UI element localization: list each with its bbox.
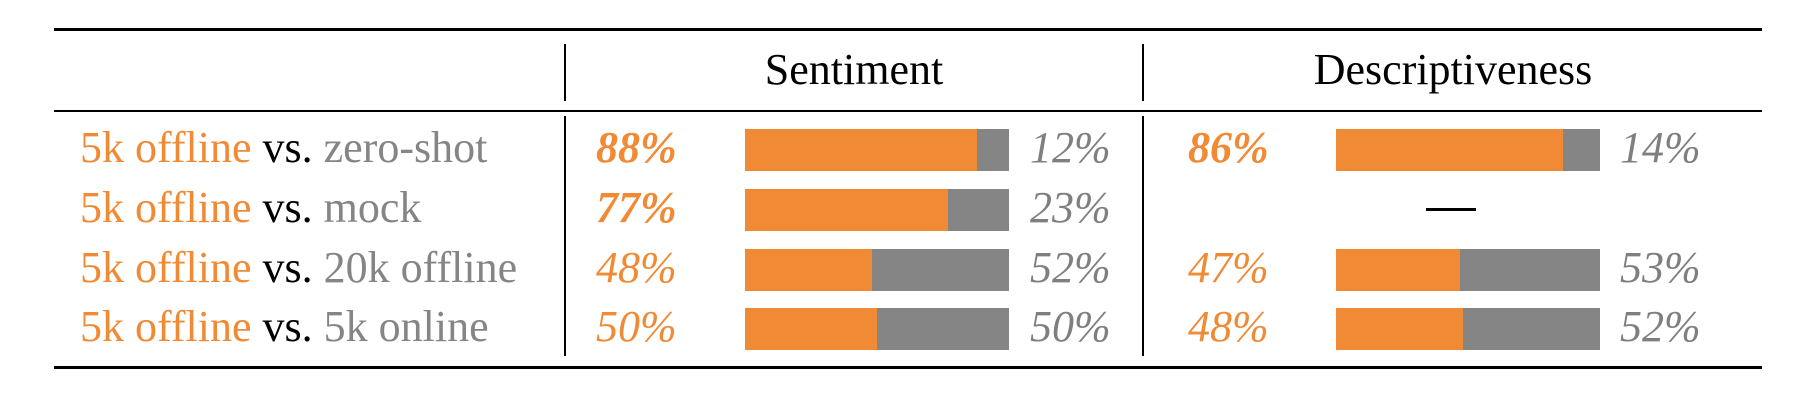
bottom-rule — [54, 366, 1762, 369]
sentiment-bar — [745, 189, 1009, 231]
descriptiveness-bar — [1336, 249, 1600, 291]
row-label-baseline: mock — [323, 183, 422, 232]
descriptiveness-win-percent: 47% — [1188, 243, 1269, 292]
column-header-sentiment: Sentiment — [764, 45, 944, 94]
row-label: 5k offline vs. mock — [80, 182, 421, 234]
table-row: 5k offline vs. mock 77% 23% — [0, 178, 1816, 238]
descriptiveness-lose-percent: 52% — [1620, 302, 1701, 351]
row-label: 5k offline vs. 20k offline — [80, 242, 517, 294]
row-label-vs: vs. — [262, 302, 313, 351]
sentiment-win-percent: 50% — [596, 302, 677, 351]
sentiment-bar-win-fill — [745, 308, 877, 350]
sentiment-win-percent: 77% — [596, 183, 677, 232]
descriptiveness-lose-percent: 14% — [1620, 123, 1701, 172]
descriptiveness-lose-percent: 53% — [1620, 243, 1701, 292]
descriptiveness-bar-win-fill — [1336, 129, 1564, 171]
row-label-vs: vs. — [262, 123, 313, 172]
row-label-baseline: 5k online — [323, 302, 489, 351]
row-label-baseline: 20k offline — [323, 243, 518, 292]
row-label: 5k offline vs. 5k online — [80, 301, 489, 353]
row-label-baseline: zero-shot — [323, 123, 488, 172]
descriptiveness-bar-win-fill — [1336, 249, 1461, 291]
top-rule — [54, 28, 1762, 31]
sentiment-bar-win-fill — [745, 249, 872, 291]
sentiment-bar-win-fill — [745, 189, 949, 231]
column-divider-right-header — [1142, 44, 1144, 101]
header-rule — [54, 110, 1762, 112]
row-label-model: 5k offline — [80, 243, 252, 292]
column-divider-left-body — [564, 116, 566, 356]
sentiment-lose-percent: 52% — [1030, 243, 1111, 292]
sentiment-bar — [745, 308, 1009, 350]
sentiment-bar-win-fill — [745, 129, 978, 171]
row-label-vs: vs. — [262, 183, 313, 232]
row-label-model: 5k offline — [80, 302, 252, 351]
row-label-model: 5k offline — [80, 183, 252, 232]
column-divider-left-header — [564, 44, 566, 101]
sentiment-win-percent: 88% — [596, 123, 677, 172]
row-label: 5k offline vs. zero-shot — [80, 122, 487, 174]
descriptiveness-win-percent: 48% — [1188, 302, 1269, 351]
sentiment-lose-percent: 23% — [1030, 183, 1111, 232]
descriptiveness-bar-win-fill — [1336, 308, 1463, 350]
table-row: 5k offline vs. zero-shot 88% 12% 86% 14% — [0, 118, 1816, 178]
sentiment-lose-percent: 12% — [1030, 123, 1111, 172]
sentiment-lose-percent: 50% — [1030, 302, 1111, 351]
row-label-vs: vs. — [262, 243, 313, 292]
sentiment-win-percent: 48% — [596, 243, 677, 292]
table-row: 5k offline vs. 20k offline 48% 52% 47% 53% — [0, 238, 1816, 298]
row-label-model: 5k offline — [80, 123, 252, 172]
descriptiveness-bar — [1336, 308, 1600, 350]
sentiment-bar — [745, 129, 1009, 171]
column-divider-right-body — [1142, 116, 1144, 356]
column-header-descriptiveness: Descriptiveness — [1313, 45, 1593, 94]
sentiment-bar — [745, 249, 1009, 291]
descriptiveness-bar — [1336, 129, 1600, 171]
descriptiveness-win-percent: 86% — [1188, 123, 1269, 172]
descriptiveness-not-available-dash — [1426, 208, 1476, 211]
table-row: 5k offline vs. 5k online 50% 50% 48% 52% — [0, 297, 1816, 357]
